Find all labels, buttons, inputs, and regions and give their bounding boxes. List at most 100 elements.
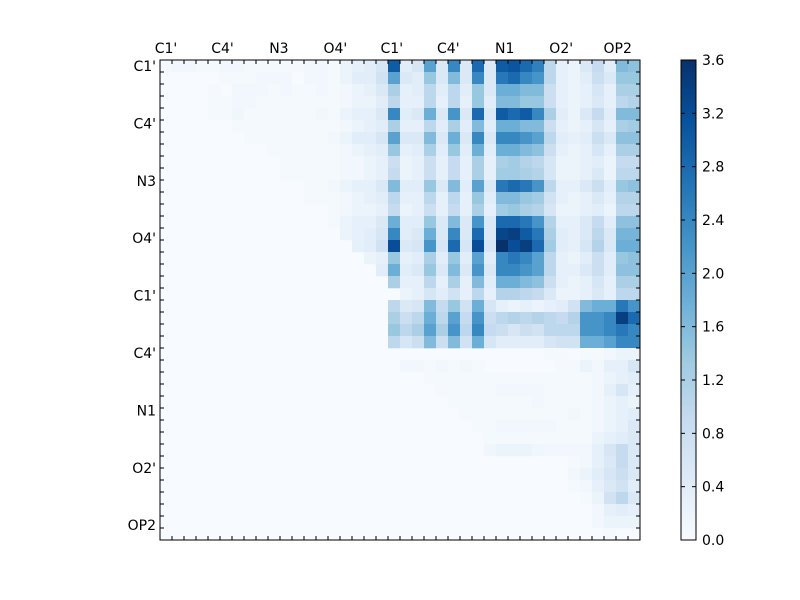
- heatmap-cell: [388, 276, 401, 289]
- heatmap-cell: [484, 204, 497, 217]
- heatmap-cell: [400, 336, 413, 349]
- heatmap-cell: [400, 192, 413, 205]
- heatmap-cell: [220, 60, 233, 73]
- heatmap-cell: [592, 240, 605, 253]
- heatmap-cell: [520, 228, 533, 241]
- heatmap-cell: [616, 348, 629, 361]
- heatmap-cell: [496, 408, 509, 421]
- heatmap-cell: [508, 312, 521, 325]
- heatmap-cell: [556, 444, 569, 457]
- heatmap-cell: [472, 204, 485, 217]
- heatmap-cell: [412, 264, 425, 277]
- heatmap-cell: [556, 192, 569, 205]
- heatmap-cell: [448, 168, 461, 181]
- heatmap-cell: [400, 180, 413, 193]
- heatmap-cell: [496, 324, 509, 337]
- heatmap-cell: [376, 192, 389, 205]
- heatmap-cell: [436, 60, 449, 73]
- heatmap-cell: [472, 372, 485, 385]
- heatmap-cell: [304, 60, 317, 73]
- heatmap-cell: [556, 336, 569, 349]
- heatmap-cell: [616, 408, 629, 421]
- heatmap-cell: [460, 204, 473, 217]
- heatmap-cell: [568, 396, 581, 409]
- heatmap-cell: [424, 60, 437, 73]
- heatmap-cell: [628, 336, 641, 349]
- heatmap-cell: [508, 372, 521, 385]
- heatmap-cell: [580, 264, 593, 277]
- heatmap-cell: [520, 132, 533, 145]
- heatmap-cell: [508, 72, 521, 85]
- heatmap-cell: [568, 192, 581, 205]
- heatmap-cell: [484, 408, 497, 421]
- heatmap-cell: [388, 120, 401, 133]
- heatmap-cell: [256, 96, 269, 109]
- heatmap-cell: [604, 120, 617, 133]
- heatmap-cell: [364, 228, 377, 241]
- heatmap-cell: [268, 120, 281, 133]
- heatmap-cell: [484, 216, 497, 229]
- heatmap-cell: [628, 300, 641, 313]
- heatmap-cell: [328, 168, 341, 181]
- heatmap-cell: [328, 204, 341, 217]
- heatmap-cell: [568, 360, 581, 373]
- heatmap-cell: [244, 108, 257, 121]
- heatmap-cell: [568, 60, 581, 73]
- heatmap-cell: [520, 408, 533, 421]
- heatmap-cell: [220, 108, 233, 121]
- heatmap-cell: [316, 168, 329, 181]
- heatmap-cell: [616, 276, 629, 289]
- heatmap-cell: [328, 96, 341, 109]
- heatmap-cell: [400, 156, 413, 169]
- y-tick-label: C4': [133, 346, 156, 362]
- heatmap-cell: [544, 240, 557, 253]
- heatmap-cell: [568, 228, 581, 241]
- heatmap-cell: [568, 144, 581, 157]
- heatmap-cell: [604, 204, 617, 217]
- heatmap-cell: [496, 108, 509, 121]
- heatmap-cell: [592, 108, 605, 121]
- heatmap-cell: [400, 60, 413, 73]
- heatmap-cell: [592, 276, 605, 289]
- heatmap-cell: [472, 396, 485, 409]
- heatmap-cell: [580, 72, 593, 85]
- heatmap-cell: [388, 180, 401, 193]
- heatmap-cell: [292, 108, 305, 121]
- heatmap-cell: [364, 144, 377, 157]
- heatmap-cell: [244, 72, 257, 85]
- heatmap-cell: [592, 60, 605, 73]
- heatmap-cell: [292, 60, 305, 73]
- heatmap-cell: [532, 312, 545, 325]
- heatmap-cell: [496, 204, 509, 217]
- heatmap-cell: [592, 444, 605, 457]
- heatmap-cell: [436, 192, 449, 205]
- heatmap-cell: [556, 360, 569, 373]
- heatmap-cell: [400, 300, 413, 313]
- heatmap-cell: [340, 144, 353, 157]
- heatmap-cell: [268, 108, 281, 121]
- heatmap-cell: [376, 264, 389, 277]
- heatmap-cell: [484, 252, 497, 265]
- heatmap-cell: [340, 180, 353, 193]
- heatmap-cell: [580, 192, 593, 205]
- heatmap-cell: [448, 60, 461, 73]
- heatmap-cell: [592, 144, 605, 157]
- colorbar-tick-label: 2.8: [702, 160, 724, 176]
- y-tick-label: O2': [132, 461, 156, 477]
- heatmap-cell: [424, 168, 437, 181]
- heatmap-cell: [352, 216, 365, 229]
- heatmap-cell: [268, 84, 281, 97]
- heatmap-cell: [220, 96, 233, 109]
- heatmap-cell: [508, 396, 521, 409]
- heatmap-cell: [544, 96, 557, 109]
- heatmap-cell: [580, 456, 593, 469]
- heatmap-cell: [520, 108, 533, 121]
- heatmap-cell: [424, 120, 437, 133]
- heatmap-cell: [556, 228, 569, 241]
- heatmap-cell: [556, 252, 569, 265]
- heatmap-cell: [580, 96, 593, 109]
- heatmap-cell: [496, 216, 509, 229]
- heatmap-cell: [448, 228, 461, 241]
- heatmap-cell: [568, 252, 581, 265]
- heatmap-cell: [592, 480, 605, 493]
